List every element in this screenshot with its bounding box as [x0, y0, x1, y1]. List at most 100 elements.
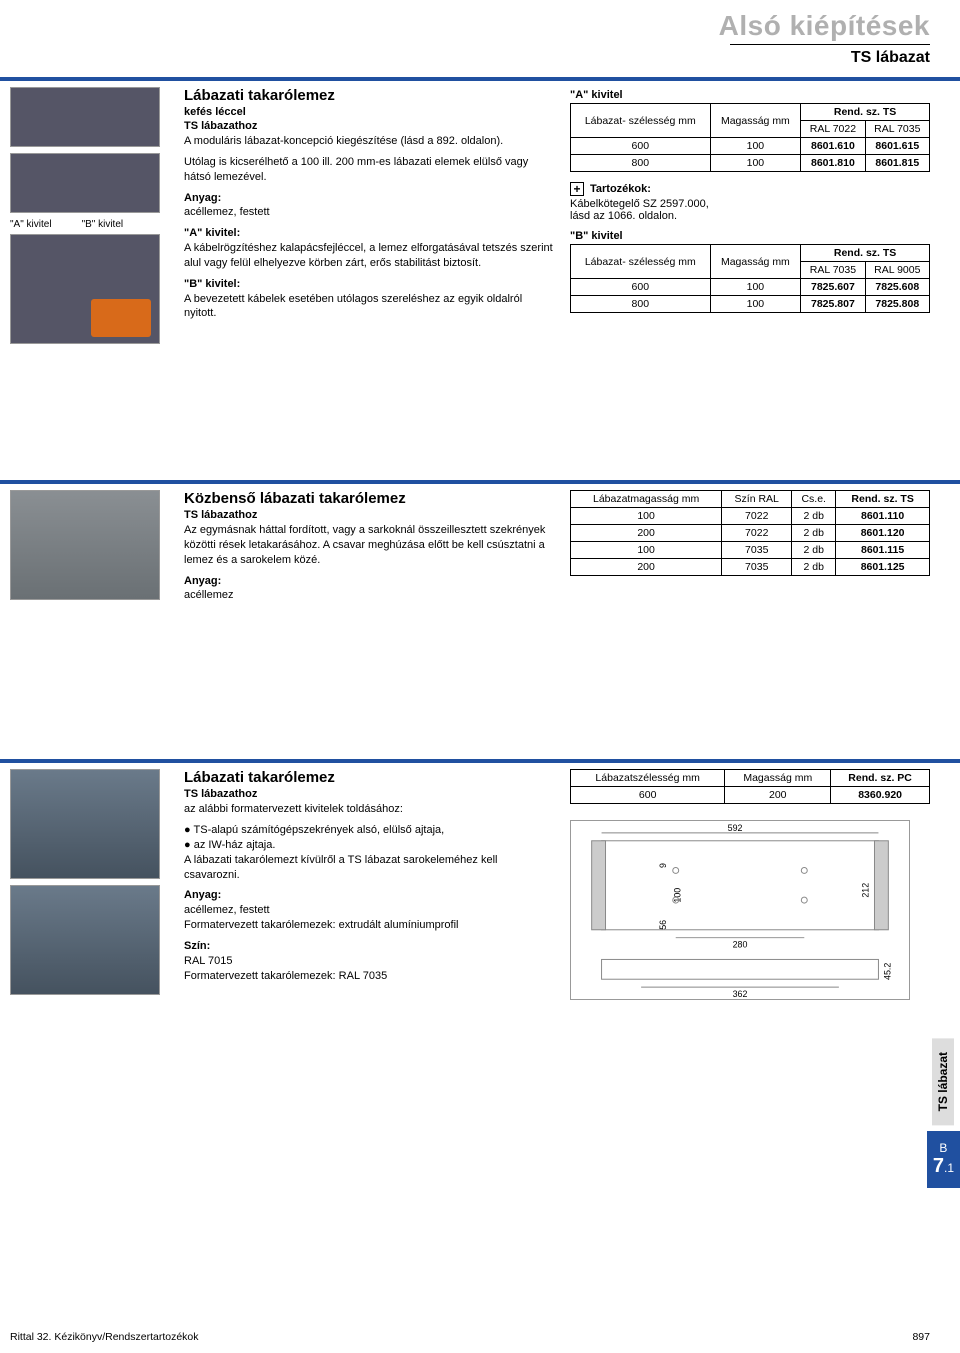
section1-sub2: TS lábazathoz — [184, 120, 556, 132]
thumb-label-a: "A" kivitel — [10, 219, 52, 230]
th: RAL 9005 — [865, 262, 929, 279]
description-col: Lábazati takarólemez kefés léccel TS láb… — [170, 87, 570, 350]
description-col: Lábazati takarólemez TS lábazathoz az al… — [170, 769, 570, 1003]
section3-title: Lábazati takarólemez — [184, 769, 556, 786]
table-row: 800 100 8601.810 8601.815 — [571, 155, 930, 172]
bullet-list: TS-alapú számítógépszekrények alsó, elül… — [184, 823, 556, 853]
section2-sub: TS lábazathoz — [184, 509, 556, 521]
section-1: "A" kivitel "B" kivitel Lábazati takaról… — [0, 87, 960, 350]
a-kivitel-text: A kábelrögzítéshez kalapácsfejléccel, a … — [184, 242, 553, 269]
a-kivitel-label: "A" kivitel: — [184, 227, 240, 239]
b-kivitel-text: A bevezetett kábelek esetében utólagos s… — [184, 293, 522, 320]
page-header: Alsó kiépítések TS lábazat — [0, 0, 960, 67]
divider-bar — [0, 759, 960, 763]
dim-label: 592 — [728, 823, 743, 833]
section1-p1: A moduláris lábazat-koncepció kiegészíté… — [184, 134, 556, 149]
th: Lábazat- szélesség mm — [571, 104, 711, 138]
anyag-label: Anyag: — [184, 889, 221, 901]
accessories-row: + Tartozékok: — [570, 182, 930, 196]
footer-left: Rittal 32. Kézikönyv/Rendszertartozékok — [10, 1331, 199, 1343]
thumb-label-b: "B" kivitel — [82, 219, 124, 230]
section2-p1: Az egymásnak háttal fordított, vagy a sa… — [184, 523, 556, 568]
table-row: 20070352 db8601.125 — [571, 559, 930, 576]
anyag-value: acéllemez — [184, 589, 234, 601]
szin-value: RAL 7015 Formatervezett takarólemezek: R… — [184, 955, 387, 982]
table-a: Lábazat- szélesség mm Magasság mm Rend. … — [570, 103, 930, 172]
dim-label: 280 — [733, 940, 748, 950]
th: Rend. sz. TS — [801, 104, 930, 121]
th: Magasság mm — [710, 245, 801, 279]
page-subtitle: TS lábazat — [730, 44, 930, 67]
anyag-value: acéllemez, festett Formatervezett takaró… — [184, 904, 459, 931]
th: RAL 7022 — [801, 121, 865, 138]
section3-p0: az alábbi formatervezett kivitelek toldá… — [184, 802, 556, 817]
table-row: 800 100 7825.807 7825.808 — [571, 296, 930, 313]
chapter-num: 7 — [933, 1155, 944, 1177]
page-title: Alsó kiépítések — [0, 10, 930, 42]
thumbnail-col: "A" kivitel "B" kivitel — [10, 87, 170, 350]
list-item: az IW-ház ajtaja. — [184, 838, 556, 853]
section3-p1: A lábazati takarólemezt kívülről a TS lá… — [184, 853, 556, 883]
plus-icon: + — [570, 182, 584, 196]
data-col: Lábazatmagasság mm Szín RAL Cs.e. Rend. … — [570, 490, 930, 609]
table-s3: Lábazatszélesség mm Magasság mm Rend. sz… — [570, 769, 930, 804]
dim-label: 56 — [658, 920, 668, 930]
divider-bar — [0, 480, 960, 484]
table-b: Lábazat- szélesség mm Magasság mm Rend. … — [570, 244, 930, 313]
page-footer: Rittal 32. Kézikönyv/Rendszertartozékok … — [0, 1325, 960, 1353]
table-row: 600 200 8360.920 — [571, 787, 930, 804]
thumb-labels: "A" kivitel "B" kivitel — [10, 219, 170, 230]
th: Lábazatszélesség mm — [571, 770, 725, 787]
th: Rend. sz. TS — [836, 491, 930, 508]
th: RAL 7035 — [865, 121, 929, 138]
side-tab-label: TS lábazat — [932, 1038, 954, 1125]
product-thumb-a1 — [10, 87, 160, 147]
section-3: Lábazati takarólemez TS lábazathoz az al… — [0, 769, 960, 1003]
th: Rend. sz. TS — [801, 245, 930, 262]
th: Lábazatmagasság mm — [571, 491, 722, 508]
list-item: TS-alapú számítógépszekrények alsó, elül… — [184, 823, 556, 838]
product-thumb-a2 — [10, 153, 160, 213]
product-thumb — [10, 769, 160, 879]
section1-sub1: kefés léccel — [184, 106, 556, 118]
dim-label: 100 — [673, 888, 683, 903]
dim-label: 45.2 — [882, 963, 892, 980]
chapter-letter: B — [933, 1141, 954, 1155]
anyag-value: acéllemez, festett — [184, 206, 270, 218]
dim-label: 9 — [658, 863, 668, 868]
accessories-label: Tartozékok: — [590, 183, 651, 195]
anyag-label: Anyag: — [184, 575, 221, 587]
th: RAL 7035 — [801, 262, 865, 279]
th: Magasság mm — [725, 770, 831, 787]
thumbnail-col — [10, 769, 170, 1003]
szin-label: Szín: — [184, 940, 210, 952]
tableA-caption: "A" kivitel — [570, 89, 930, 101]
product-thumb — [10, 885, 160, 995]
th: Lábazat- szélesség mm — [571, 245, 711, 279]
th: Cs.e. — [792, 491, 836, 508]
th: Szín RAL — [722, 491, 792, 508]
section2-title: Közbenső lábazati takarólemez — [184, 490, 556, 507]
table-s2: Lábazatmagasság mm Szín RAL Cs.e. Rend. … — [570, 490, 930, 576]
description-col: Közbenső lábazati takarólemez TS lábazat… — [170, 490, 570, 609]
section1-p2: Utólag is kicserélhető a 100 ill. 200 mm… — [184, 155, 556, 185]
side-tabs: TS lábazat B 7.1 — [927, 1038, 960, 1188]
data-col: Lábazatszélesség mm Magasság mm Rend. sz… — [570, 769, 930, 1003]
side-tab-chapter: B 7.1 — [927, 1131, 960, 1188]
table-row: 600 100 7825.607 7825.608 — [571, 279, 930, 296]
table-row: 20070222 db8601.120 — [571, 525, 930, 542]
footer-right: 897 — [912, 1331, 930, 1343]
product-thumb-b — [10, 234, 160, 344]
section3-sub: TS lábazathoz — [184, 788, 556, 800]
anyag-label: Anyag: — [184, 192, 221, 204]
tableB-caption: "B" kivitel — [570, 230, 930, 242]
table-row: 600 100 8601.610 8601.615 — [571, 138, 930, 155]
section1-title: Lábazati takarólemez — [184, 87, 556, 104]
product-thumb — [10, 490, 160, 600]
dim-label: 212 — [861, 883, 871, 898]
dim-label: 362 — [733, 989, 748, 999]
chapter-sub: .1 — [944, 1161, 954, 1175]
table-row: 10070222 db8601.110 — [571, 508, 930, 525]
accessories-text: Kábelkötegelő SZ 2597.000, lásd az 1066.… — [570, 198, 930, 222]
thumbnail-col — [10, 490, 170, 609]
